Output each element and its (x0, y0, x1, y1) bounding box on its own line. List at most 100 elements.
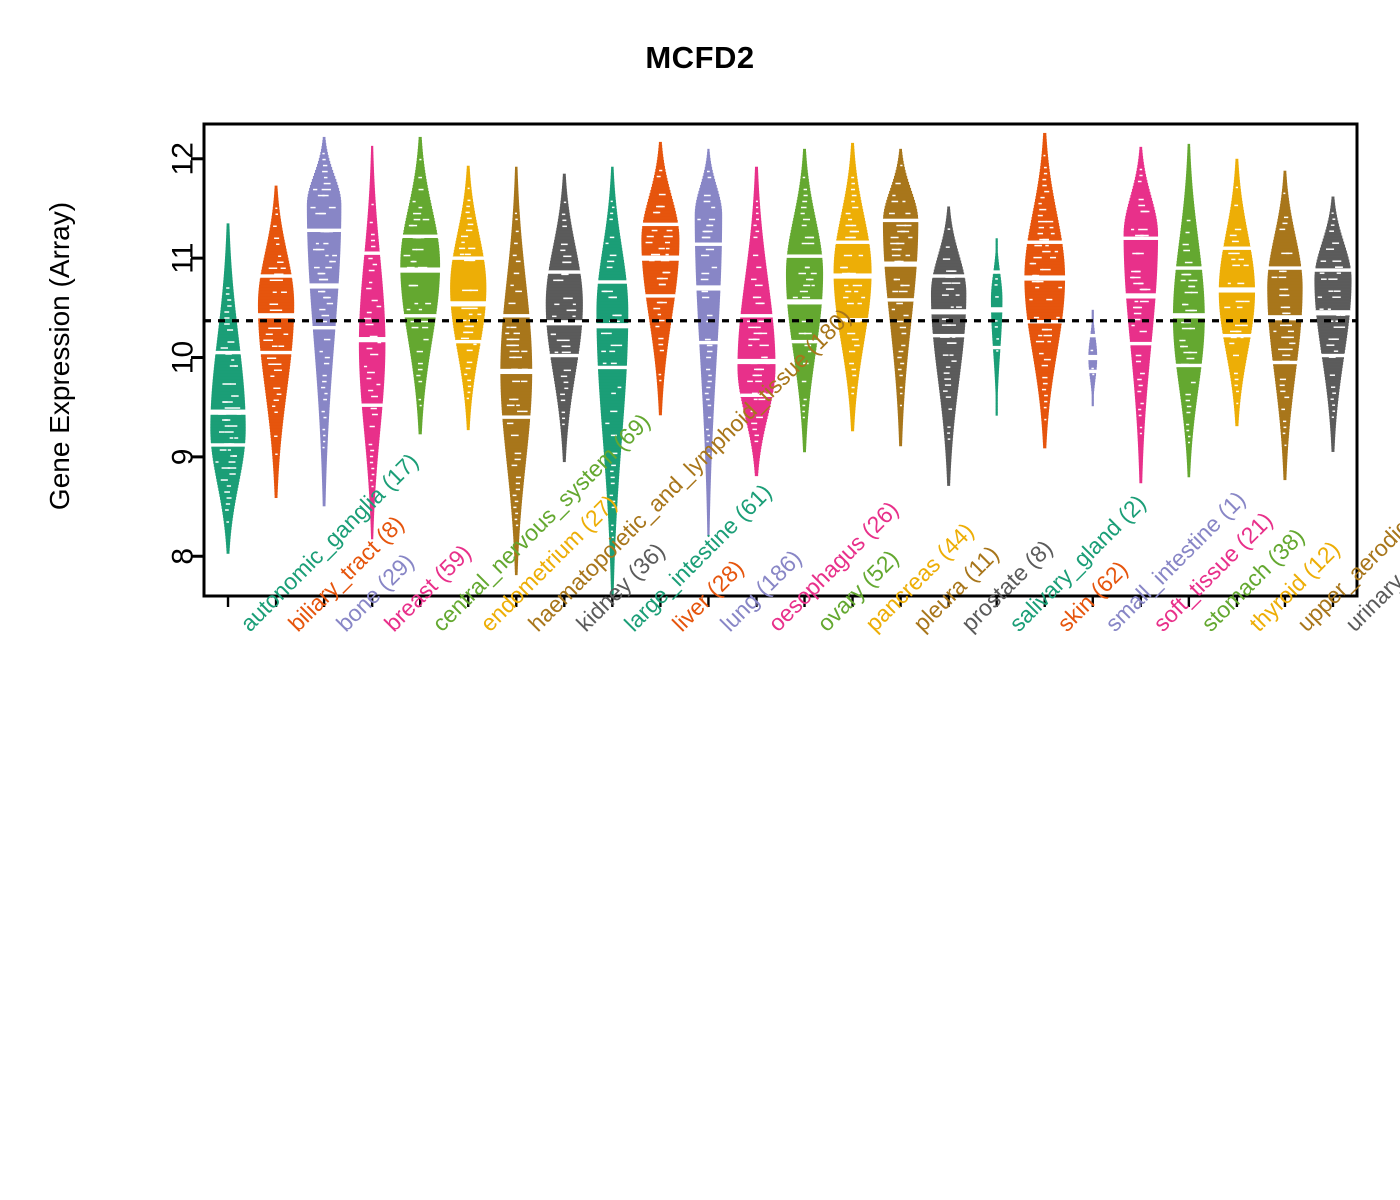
violin-row (321, 466, 327, 471)
violin-row (513, 193, 519, 198)
violin-row (1321, 349, 1345, 353)
violin-row (946, 212, 951, 216)
swarm-gap (1042, 382, 1048, 385)
violin-row (700, 361, 717, 366)
violin-row (658, 405, 663, 410)
violin-row (792, 346, 817, 351)
violin-row (321, 469, 327, 474)
violin-row (321, 457, 327, 462)
violin-row (884, 256, 918, 261)
violin-row (945, 446, 953, 450)
swarm-gap (905, 254, 911, 257)
swarm-gap (268, 363, 275, 366)
swarm-gap (416, 248, 424, 251)
violin-row (1091, 387, 1095, 392)
swarm-gap (1033, 316, 1040, 319)
swarm-gap (1332, 392, 1336, 394)
violin-row (991, 289, 1003, 293)
violin-row (1128, 320, 1154, 325)
violin-row (600, 262, 625, 267)
violin-row (1267, 299, 1303, 304)
violin-row (504, 442, 528, 447)
violin-row (833, 283, 872, 288)
violin-row (220, 499, 236, 503)
swarm-gap (521, 350, 528, 353)
violin-row (843, 352, 863, 357)
violin-row (610, 589, 614, 594)
violin-row (706, 487, 711, 492)
violin-row (1219, 272, 1255, 277)
violin-row (500, 364, 533, 369)
swarm-gap (317, 272, 324, 275)
violin-row (1185, 176, 1192, 181)
violin-row (833, 280, 872, 285)
violin-row (741, 400, 772, 405)
violin-row (509, 490, 523, 495)
violin-row (359, 373, 385, 378)
violin-row (747, 259, 766, 264)
violin-row (512, 520, 521, 525)
violin-row (514, 172, 518, 177)
swarm-gap (515, 230, 519, 233)
violin-row (514, 550, 519, 555)
swarm-gap (610, 470, 614, 473)
violin-row (833, 259, 872, 264)
violin-row (405, 322, 435, 327)
violin-row (655, 366, 666, 371)
violin-row (514, 187, 519, 192)
violin-row (370, 520, 374, 525)
violin-row (1177, 374, 1201, 379)
swarm-gap (1040, 196, 1045, 199)
swarm-gap (1134, 270, 1141, 273)
violin-row (409, 202, 432, 207)
swarm-gap (1317, 296, 1323, 298)
violin-row (839, 328, 866, 333)
swarm-gap (942, 258, 951, 260)
violin-kidney (545, 173, 583, 463)
violin-row (788, 316, 821, 321)
swarm-gap (614, 314, 622, 317)
violin-row (513, 538, 520, 543)
quartile-band (1267, 266, 1303, 270)
violin-row (545, 305, 583, 310)
violin-row (561, 440, 567, 445)
violin-row (994, 262, 1000, 266)
swarm-gap (1140, 372, 1145, 375)
violin-row (365, 241, 379, 246)
swarm-gap (1235, 186, 1239, 189)
violin-row (833, 277, 872, 282)
swarm-gap (377, 341, 382, 344)
violin-row (406, 214, 434, 219)
violin-row (706, 505, 711, 510)
violin-row (1330, 433, 1336, 437)
violin-row (1187, 473, 1191, 478)
violin-row (415, 391, 425, 396)
swarm-gap (1230, 330, 1239, 333)
violin-row (226, 238, 231, 242)
swarm-gap (366, 377, 372, 380)
violin-row (648, 195, 673, 200)
violin-row (273, 200, 279, 205)
violin-row (1130, 194, 1152, 199)
violin-row (1318, 334, 1348, 338)
swarm-gap (1041, 388, 1047, 391)
quartile-band (835, 240, 870, 244)
violin-row (410, 355, 430, 360)
violin-row (739, 388, 774, 393)
violin-row (803, 148, 806, 153)
violin-row (751, 220, 762, 225)
violin-row (941, 404, 957, 408)
swarm-gap (804, 290, 808, 293)
violin-row (889, 313, 913, 318)
swarm-gap (324, 392, 328, 395)
violin-row (1222, 248, 1252, 253)
swarm-gap (1282, 222, 1288, 225)
violin-row (1233, 398, 1241, 403)
violin-autonomic_ganglia (209, 223, 247, 554)
violin-row (268, 413, 284, 418)
violin-row (741, 307, 772, 312)
swarm-gap (1138, 384, 1143, 387)
swarm-gap (1043, 166, 1047, 169)
violin-row (605, 223, 619, 228)
violin-row (212, 454, 244, 458)
